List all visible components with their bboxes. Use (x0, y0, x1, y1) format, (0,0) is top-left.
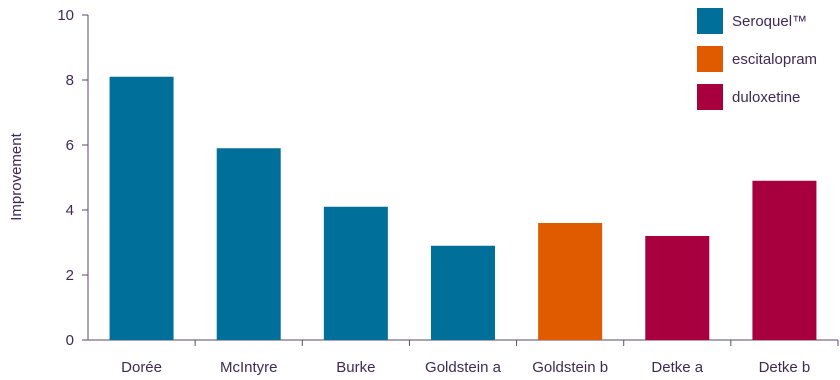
y-tick-label: 10 (57, 7, 74, 24)
legend-swatch (697, 8, 723, 34)
legend-swatch (697, 84, 723, 110)
x-category-label: Goldstein b (532, 359, 608, 376)
legend: Seroquel™ escitalopram duloxetine (697, 8, 817, 110)
legend-swatch (697, 46, 723, 72)
legend-label: Seroquel™ (732, 13, 807, 30)
y-tick-label: 8 (66, 72, 74, 89)
bar (216, 148, 281, 340)
legend-label: duloxetine (732, 89, 800, 106)
y-ticks: 0 2 4 6 8 10 (57, 7, 88, 349)
x-category-labels: Dorée McIntyre Burke Goldstein a Goldstein b… (121, 340, 839, 376)
bar (431, 245, 495, 340)
x-category-label: Dorée (121, 359, 162, 376)
bar (752, 180, 817, 340)
y-tick-label: 0 (66, 332, 74, 349)
bar (323, 206, 388, 340)
y-tick-label: 2 (66, 267, 74, 284)
bars (109, 76, 817, 340)
bar (109, 76, 174, 340)
x-category-label: McIntyre (220, 359, 278, 376)
x-category-label: Detke a (651, 359, 703, 376)
x-category-label: Detke b (759, 359, 811, 376)
legend-label: escitalopram (732, 51, 817, 68)
x-category-label: Goldstein a (425, 359, 502, 376)
y-tick-label: 6 (66, 137, 74, 154)
y-axis-title: Improvement (8, 132, 25, 220)
x-category-label: Burke (336, 359, 375, 376)
bar (538, 223, 603, 340)
y-tick-label: 4 (66, 202, 74, 219)
bar (645, 236, 710, 340)
y-axis-title-group: Improvement (8, 132, 25, 220)
